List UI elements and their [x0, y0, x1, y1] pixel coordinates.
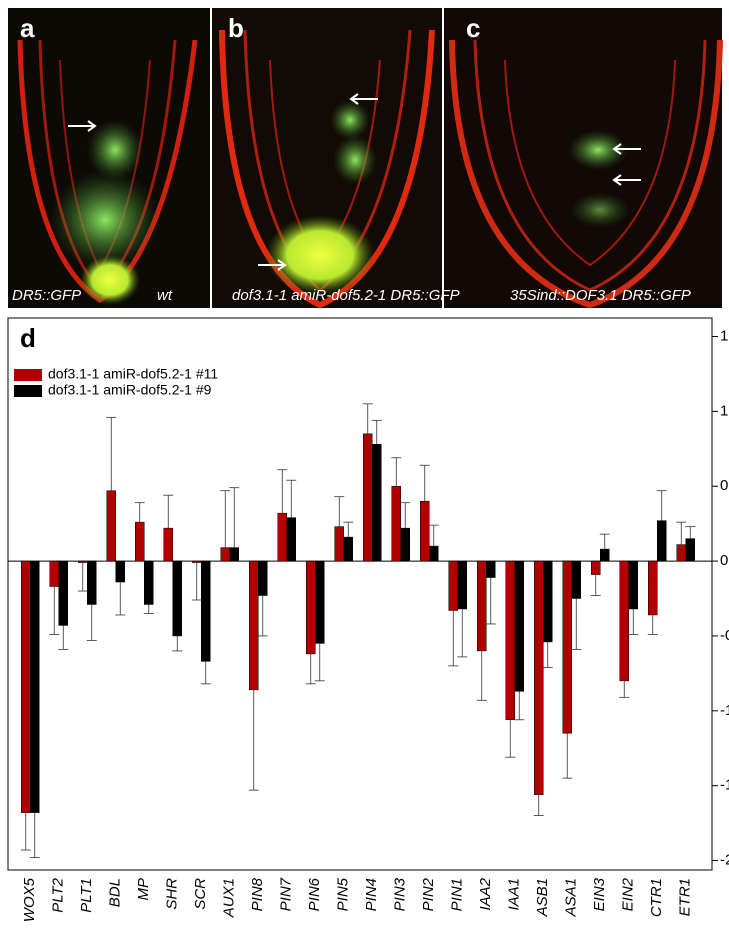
bar: [676, 544, 686, 562]
bar: [543, 560, 553, 643]
bar: [648, 560, 658, 616]
bar: [391, 485, 401, 562]
x-tick-label: PIN3: [392, 877, 409, 911]
y-tick-label: 0,5: [720, 477, 729, 494]
x-tick-label: PLT2: [50, 877, 67, 912]
bar: [30, 560, 40, 813]
x-tick-label: PIN5: [335, 877, 352, 911]
x-tick-label: MP: [135, 878, 152, 901]
bar: [400, 527, 410, 562]
bar: [229, 547, 239, 562]
x-tick-label: PIN6: [306, 877, 323, 911]
bar: [49, 560, 59, 587]
legend-label: dof3.1-1 amiR-dof5.2-1 #11: [48, 366, 218, 382]
x-tick-label: IAA1: [506, 878, 523, 911]
bar: [87, 560, 97, 605]
bar: [58, 560, 68, 626]
bar: [591, 560, 601, 575]
panel-label: c: [466, 13, 480, 43]
x-tick-label: BDL: [107, 878, 124, 907]
bar: [486, 560, 496, 578]
y-tick-label: 1,0: [720, 402, 729, 419]
bar: [372, 444, 382, 562]
bar: [619, 560, 629, 682]
bar: [315, 560, 325, 644]
legend-swatch: [14, 369, 42, 381]
panel-label: b: [228, 13, 244, 43]
bar: [685, 538, 695, 562]
panel-caption: DR5::GFP: [12, 287, 81, 304]
x-tick-label: ASA1: [563, 878, 580, 917]
bar: [249, 560, 259, 691]
bar: [192, 560, 202, 563]
bar: [562, 560, 572, 734]
bar: [448, 560, 458, 611]
y-tick-label: -1,5: [720, 777, 729, 794]
chart-frame: [7, 317, 713, 871]
legend-swatch: [14, 385, 42, 397]
x-tick-label: PIN8: [249, 877, 266, 911]
x-tick-label: PIN1: [449, 878, 466, 911]
legend-label: dof3.1-1 amiR-dof5.2-1 #9: [48, 382, 212, 398]
y-tick-label: 1,5: [720, 327, 729, 344]
panel-label: a: [20, 13, 35, 43]
bar: [135, 521, 145, 562]
x-tick-label: IAA2: [477, 877, 494, 910]
bar: [505, 560, 515, 721]
micrograph-a: [8, 8, 210, 308]
bar: [628, 560, 638, 610]
bar: [220, 547, 230, 562]
bar: [106, 490, 116, 562]
x-tick-label: CTR1: [648, 878, 665, 917]
bar: [286, 517, 296, 562]
bar: [343, 536, 353, 562]
x-tick-label: PIN7: [278, 877, 295, 911]
x-tick-label: ETR1: [677, 878, 694, 916]
x-tick-label: SCR: [192, 878, 209, 910]
x-tick-label: EIN2: [620, 877, 637, 911]
bar: [78, 560, 88, 563]
bar: [457, 560, 467, 610]
bar: [363, 433, 373, 562]
bar: [21, 560, 31, 813]
bar: [115, 560, 125, 583]
x-tick-label: ASB1: [534, 878, 551, 917]
panel-caption: 35Sind::DOF3.1 DR5::GFP: [510, 287, 691, 304]
panel-caption: dof3.1-1 amiR-dof5.2-1 DR5::GFP: [232, 287, 460, 304]
y-tick-label: -1,0: [720, 702, 729, 719]
x-tick-label: EIN3: [591, 877, 608, 911]
x-tick-label: AUX1: [221, 878, 238, 918]
bar: [172, 560, 182, 637]
micrograph-b: [212, 8, 442, 309]
bar: [534, 560, 544, 795]
y-tick-label: -2,0: [720, 851, 729, 868]
bar: [334, 526, 344, 562]
bar: [163, 527, 173, 562]
bar: [420, 500, 430, 562]
bar: [306, 560, 316, 655]
x-tick-label: PLT1: [78, 878, 95, 913]
bar: [477, 560, 487, 652]
panel-note: wt: [157, 287, 173, 304]
bar: [514, 560, 524, 692]
y-tick-label: -0,5: [720, 627, 729, 644]
x-tick-label: WOX5: [21, 877, 38, 922]
bar: [571, 560, 581, 599]
micrograph-c: [444, 8, 723, 309]
bar: [429, 545, 439, 562]
panel-label: d: [20, 323, 36, 353]
bar: [277, 512, 287, 562]
x-tick-label: PIN4: [363, 878, 380, 911]
y-tick-label: 0,0: [720, 552, 729, 569]
bar: [201, 560, 211, 662]
bar: [144, 560, 154, 605]
bar: [258, 560, 268, 596]
bar: [600, 548, 610, 562]
x-tick-label: SHR: [164, 878, 181, 910]
bar: [657, 520, 667, 562]
x-tick-label: PIN2: [420, 877, 437, 911]
